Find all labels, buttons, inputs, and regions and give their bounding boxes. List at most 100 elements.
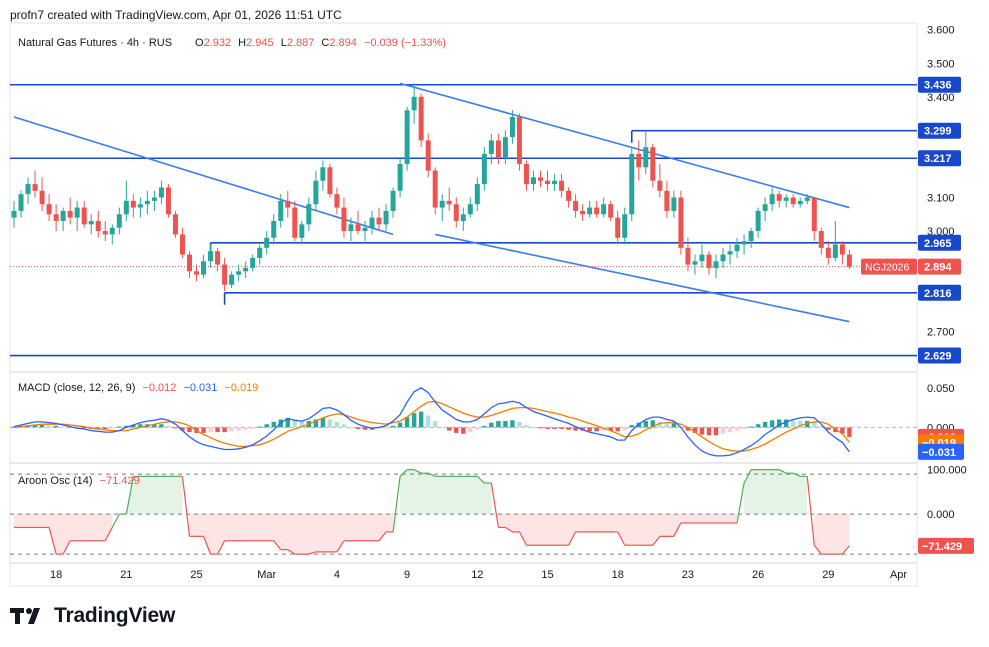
candle-body — [769, 194, 775, 205]
price-tick-label: 3.600 — [927, 25, 955, 37]
level-label: 3.299 — [924, 126, 952, 138]
aroon-line-segment — [48, 527, 57, 555]
level-label: 2.816 — [924, 288, 952, 300]
trendline — [399, 82, 850, 209]
macd-histogram-bar — [447, 427, 452, 431]
macd-histogram-bar — [222, 427, 227, 433]
candle-body — [685, 247, 691, 265]
candle-body — [306, 204, 312, 225]
candle-body — [755, 210, 761, 232]
time-axis: 18 21 25 Mar 4 9 12 15 18 23 26 29 Apr — [50, 569, 907, 581]
aroon-value-label: −71.429 — [922, 541, 962, 553]
candle-body — [137, 204, 143, 208]
candle-body — [601, 204, 607, 215]
macd-histogram-bar — [264, 424, 269, 428]
aroon-line-segment — [518, 531, 527, 546]
level-label-bg — [918, 76, 961, 93]
macd-histogram-bar — [629, 425, 634, 428]
macd-histogram-bar — [411, 413, 417, 428]
candle-body — [587, 207, 593, 215]
candle-body — [552, 180, 558, 185]
aroon-line-segment — [413, 469, 422, 474]
horizontal-levels — [10, 83, 917, 357]
candle-body — [229, 274, 235, 285]
macd-histogram-bar — [587, 427, 592, 432]
candle-body — [376, 217, 382, 225]
candle-body — [783, 197, 789, 201]
candle-body — [636, 153, 642, 168]
aroon-tick-label: 100.000 — [927, 465, 967, 477]
aroon-line-segment — [125, 476, 134, 515]
macd-histogram-bar — [124, 425, 129, 428]
aroon-line-segment — [217, 540, 226, 555]
macd-histogram-bar — [67, 427, 73, 429]
macd-histogram-bar — [622, 427, 627, 431]
candle-body — [292, 207, 298, 238]
candle-body — [390, 190, 396, 211]
price-tick-label: 3.500 — [927, 58, 955, 70]
macd-histogram-bar — [720, 427, 726, 434]
candle-body — [418, 96, 424, 141]
candle-body — [446, 200, 452, 205]
macd-histogram-bar — [552, 427, 557, 429]
macd-histogram-bar — [173, 427, 178, 429]
candle-body — [699, 254, 705, 262]
macd-histogram-bar — [404, 417, 410, 428]
time-tick-label: Mar — [257, 569, 276, 581]
level-label: 2.965 — [924, 238, 952, 250]
candle-body — [179, 234, 185, 255]
macd-histogram-bar — [425, 415, 431, 428]
time-tick-label: 25 — [190, 569, 202, 581]
candle-body — [530, 177, 536, 185]
macd-tick-label: 0.050 — [927, 383, 955, 395]
candle-body — [355, 224, 361, 232]
macd-histogram-bar — [489, 422, 494, 428]
candle-body — [165, 187, 171, 215]
candle-body — [495, 140, 501, 158]
aroon-fill — [14, 514, 113, 555]
aroon-line-segment — [427, 472, 436, 477]
aroon-pane: 100.000 0.000 −71.429 — [10, 465, 974, 555]
candle-body — [488, 140, 494, 154]
candle-body — [439, 200, 445, 208]
candle-body — [713, 261, 719, 268]
macd-histogram-bar — [510, 420, 515, 428]
time-tick-label: 18 — [50, 569, 62, 581]
candle-body — [18, 194, 24, 211]
macd-histogram-bar — [433, 421, 438, 428]
candle-body — [678, 197, 684, 248]
macd-histogram-bar — [699, 427, 705, 435]
macd-histogram-bar — [741, 427, 747, 429]
candle-body — [236, 271, 242, 275]
level-label: 2.629 — [924, 351, 952, 363]
candle-body — [538, 177, 543, 181]
macd-histogram-bar — [159, 424, 164, 428]
macd-histogram-bar — [755, 424, 761, 428]
candle-body — [320, 167, 326, 181]
level-label: 3.217 — [924, 153, 952, 165]
level-label: 3.436 — [924, 80, 952, 92]
aroon-line-segment — [736, 482, 745, 524]
macd-histogram-bar — [791, 420, 796, 428]
macd-signal-line — [13, 400, 850, 452]
candle-body — [95, 220, 101, 232]
candle-body — [545, 180, 551, 185]
macd-histogram-bar — [292, 419, 297, 428]
macd-histogram-bar — [538, 427, 543, 429]
macd-histogram-bar — [180, 427, 185, 431]
candle-body — [566, 190, 572, 201]
time-tick-label: 15 — [541, 569, 553, 581]
macd-histogram-bar — [545, 427, 550, 429]
candle-body — [671, 197, 677, 211]
macd-histogram-bar — [657, 421, 663, 428]
candles — [11, 83, 852, 292]
price-tick-label: 2.700 — [927, 327, 955, 339]
candle-body — [762, 204, 768, 211]
macd-histogram-bar — [32, 425, 38, 428]
brand-logo[interactable]: TradingView — [10, 604, 175, 628]
time-tick-label: 23 — [682, 569, 694, 581]
candle-body — [474, 184, 480, 205]
candle-body — [580, 210, 586, 215]
